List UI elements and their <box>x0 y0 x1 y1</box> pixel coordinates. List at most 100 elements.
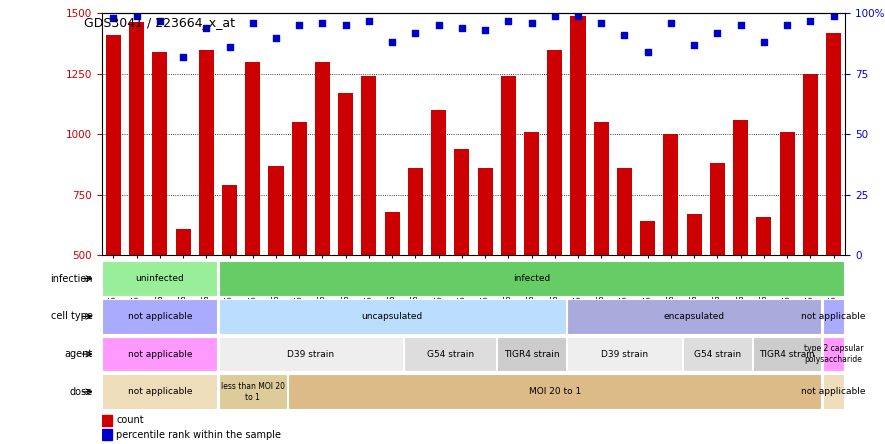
Point <box>408 29 422 36</box>
Point <box>827 12 841 19</box>
Bar <box>103 299 217 334</box>
Point <box>199 24 213 32</box>
Bar <box>292 122 307 376</box>
Text: not applicable: not applicable <box>127 387 192 396</box>
Bar <box>431 110 446 376</box>
Text: not applicable: not applicable <box>801 387 866 396</box>
Text: percentile rank within the sample: percentile rank within the sample <box>116 429 281 440</box>
Text: G54 strain: G54 strain <box>427 349 473 359</box>
Point <box>711 29 725 36</box>
Bar <box>757 217 772 376</box>
Point <box>734 22 748 29</box>
Bar <box>501 76 516 376</box>
Bar <box>106 35 121 376</box>
Text: less than MOI 20
to 1: less than MOI 20 to 1 <box>220 382 285 401</box>
Bar <box>129 22 144 376</box>
Text: encapsulated: encapsulated <box>664 312 725 321</box>
Bar <box>594 122 609 376</box>
Bar <box>664 134 679 376</box>
Bar <box>408 168 423 376</box>
Bar <box>780 132 795 376</box>
Point <box>780 22 794 29</box>
Point <box>269 34 283 41</box>
Bar <box>338 93 353 376</box>
Bar <box>361 76 376 376</box>
Point <box>687 41 701 48</box>
Text: uncapsulated: uncapsulated <box>362 312 423 321</box>
Bar <box>268 166 283 376</box>
Bar <box>478 168 493 376</box>
Bar <box>103 374 217 409</box>
Bar <box>803 74 818 376</box>
Point <box>315 20 329 27</box>
Bar <box>823 374 844 409</box>
Text: D39 strain: D39 strain <box>601 349 648 359</box>
Point <box>455 24 469 32</box>
Bar <box>219 337 403 372</box>
Bar <box>823 337 844 372</box>
Bar <box>753 337 821 372</box>
Bar <box>175 229 190 376</box>
Bar <box>219 374 287 409</box>
Point <box>432 22 446 29</box>
Point <box>362 17 376 24</box>
Bar <box>103 261 217 296</box>
Text: uninfected: uninfected <box>135 274 184 283</box>
Bar <box>640 222 655 376</box>
Bar <box>103 337 217 372</box>
Text: infection: infection <box>50 274 93 284</box>
Bar <box>454 149 469 376</box>
Bar <box>567 337 681 372</box>
Bar <box>710 163 725 376</box>
Bar <box>571 16 586 376</box>
Bar <box>567 299 821 334</box>
Bar <box>152 52 167 376</box>
Bar <box>199 50 214 376</box>
Point <box>594 20 608 27</box>
Point <box>106 15 120 22</box>
Text: cell type: cell type <box>51 311 93 321</box>
Point <box>804 17 818 24</box>
Text: not applicable: not applicable <box>801 312 866 321</box>
Text: D39 strain: D39 strain <box>288 349 335 359</box>
Text: MOI 20 to 1: MOI 20 to 1 <box>528 387 581 396</box>
Bar <box>222 185 237 376</box>
Bar <box>315 62 330 376</box>
Point <box>757 39 771 46</box>
Point <box>548 12 562 19</box>
Point <box>664 20 678 27</box>
Text: not applicable: not applicable <box>127 349 192 359</box>
Bar <box>102 415 112 426</box>
Bar <box>102 429 112 440</box>
Point <box>153 17 167 24</box>
Point <box>385 39 399 46</box>
Text: G54 strain: G54 strain <box>694 349 741 359</box>
Text: type 2 capsular
polysaccharide: type 2 capsular polysaccharide <box>804 345 863 364</box>
Text: GDS3041 / 223664_x_at: GDS3041 / 223664_x_at <box>84 16 235 28</box>
Text: count: count <box>116 416 143 425</box>
Bar <box>219 299 566 334</box>
Text: not applicable: not applicable <box>127 312 192 321</box>
Point <box>501 17 515 24</box>
Point <box>571 12 585 19</box>
Point <box>641 48 655 56</box>
Bar <box>683 337 751 372</box>
Bar <box>823 299 844 334</box>
Bar <box>245 62 260 376</box>
Text: dose: dose <box>70 387 93 397</box>
Point <box>339 22 353 29</box>
Point <box>176 53 190 60</box>
Bar <box>547 50 562 376</box>
Bar <box>733 120 748 376</box>
Point <box>222 44 236 51</box>
Point <box>478 27 492 34</box>
Point <box>618 32 632 39</box>
Point <box>292 22 306 29</box>
Text: agent: agent <box>65 349 93 359</box>
Text: infected: infected <box>513 274 550 283</box>
Bar <box>385 212 400 376</box>
Bar <box>497 337 566 372</box>
Bar <box>617 168 632 376</box>
Point <box>525 20 539 27</box>
Text: TIGR4 strain: TIGR4 strain <box>504 349 559 359</box>
